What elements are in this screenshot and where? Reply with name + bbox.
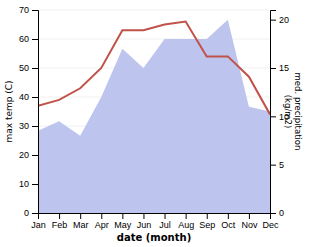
y-tick: 0 bbox=[24, 208, 38, 218]
x-tick-mark bbox=[122, 213, 123, 219]
x-tick: Dec bbox=[262, 213, 279, 230]
plot: JanFebMarAprMayJunJulAugSepOctNovDec0102… bbox=[4, 5, 303, 243]
grid bbox=[38, 10, 270, 213]
y-tick-label: 20 bbox=[19, 150, 29, 160]
y-axis-title: max temp (C) bbox=[4, 80, 14, 142]
y-tick-label: 60 bbox=[19, 34, 29, 44]
y-tick-mark bbox=[32, 97, 38, 98]
y-tick: 10 bbox=[19, 179, 38, 189]
x-tick: Sep bbox=[199, 213, 215, 230]
y-tick-label: 0 bbox=[24, 208, 29, 218]
x-tick-label: May bbox=[114, 220, 132, 230]
x-tick: Mar bbox=[73, 213, 89, 230]
y2-tick-mark bbox=[270, 116, 276, 117]
line bbox=[38, 22, 270, 115]
x-tick-mark bbox=[186, 213, 187, 219]
y2-axis-line bbox=[271, 11, 277, 214]
x-axis-title: date (month) bbox=[117, 232, 191, 243]
y2-tick-label: 0 bbox=[279, 208, 284, 218]
x-tick-mark bbox=[165, 213, 166, 219]
y-tick-mark bbox=[32, 68, 38, 69]
chart: JanFebMarAprMayJunJulAugSepOctNovDec0102… bbox=[0, 0, 318, 247]
y2-tick-label: 20 bbox=[279, 15, 289, 25]
y-axis: 0 10 20 30 40 50 60 70 bbox=[19, 5, 39, 218]
y2-tick-mark bbox=[270, 165, 276, 166]
y-tick-label: 50 bbox=[19, 63, 29, 73]
grid-line bbox=[38, 10, 270, 11]
x-tick-label: Feb bbox=[52, 220, 68, 230]
y2-tick-label: 15 bbox=[279, 63, 289, 73]
x-tick: Nov bbox=[241, 213, 258, 230]
y-axis-line bbox=[32, 11, 39, 214]
y2-tick: 5 bbox=[270, 160, 284, 170]
y-tick-mark bbox=[32, 213, 38, 214]
x-axis: Jan Feb Mar Apr May Jun Jul Aug Sep Oct Nov Dec bbox=[31, 213, 279, 230]
y-tick-mark bbox=[32, 10, 38, 11]
area bbox=[38, 20, 270, 213]
y2-tick-mark bbox=[270, 68, 276, 69]
y-tick: 50 bbox=[19, 63, 38, 73]
y2-axis-title-line: med. precipitation bbox=[293, 73, 303, 151]
x-tick-label: Apr bbox=[95, 220, 109, 230]
grid-line bbox=[38, 39, 270, 40]
x-tick-mark bbox=[101, 213, 102, 219]
y-tick-mark bbox=[32, 184, 38, 185]
y-tick: 40 bbox=[19, 92, 38, 102]
x-tick-mark bbox=[80, 213, 81, 219]
x-tick-label: Dec bbox=[262, 220, 279, 230]
y2-tick-mark bbox=[270, 213, 276, 214]
x-tick: Jun bbox=[137, 213, 152, 230]
y-tick: 30 bbox=[19, 121, 38, 131]
y2-tick: 15 bbox=[270, 63, 289, 73]
x-tick-label: Mar bbox=[73, 220, 89, 230]
x-tick: Jan bbox=[31, 213, 46, 230]
x-tick: Feb bbox=[52, 213, 68, 230]
x-tick-label: Sep bbox=[199, 220, 215, 230]
x-tick: Aug bbox=[178, 213, 194, 230]
x-tick-mark bbox=[249, 213, 250, 219]
x-tick: May bbox=[114, 213, 132, 230]
x-tick: Apr bbox=[95, 213, 109, 230]
y-tick-label: 10 bbox=[19, 179, 29, 189]
y-tick: 20 bbox=[19, 150, 38, 160]
y-tick: 70 bbox=[19, 5, 38, 15]
x-tick: Jul bbox=[159, 213, 171, 230]
x-tick-label: Jul bbox=[159, 220, 171, 230]
x-tick: Oct bbox=[221, 213, 236, 230]
y2-axis-title-line: (kg/m2) bbox=[283, 95, 293, 129]
y-tick-label: 70 bbox=[19, 5, 29, 15]
x-tick-mark bbox=[59, 213, 60, 219]
y2-tick-mark bbox=[270, 20, 276, 21]
x-tick-mark bbox=[207, 213, 208, 219]
y-tick-mark bbox=[32, 155, 38, 156]
y2-tick-label: 5 bbox=[279, 160, 284, 170]
x-tick-label: Nov bbox=[241, 220, 258, 230]
x-tick-mark bbox=[143, 213, 144, 219]
y2-axis-title: med. precipitation(kg/m2) bbox=[283, 73, 303, 151]
x-tick-mark bbox=[228, 213, 229, 219]
y-tick-label: 30 bbox=[19, 121, 29, 131]
y2-tick: 0 bbox=[270, 208, 284, 218]
y-tick-label: 40 bbox=[19, 92, 29, 102]
marks bbox=[38, 20, 270, 213]
x-tick-label: Jun bbox=[137, 220, 152, 230]
y2-tick: 20 bbox=[270, 15, 289, 25]
y-tick-mark bbox=[32, 39, 38, 40]
x-tick-label: Oct bbox=[221, 220, 236, 230]
y-tick: 60 bbox=[19, 34, 38, 44]
x-axis-line bbox=[39, 214, 271, 220]
y-tick-mark bbox=[32, 126, 38, 127]
x-tick-label: Jan bbox=[31, 220, 46, 230]
x-tick-label: Aug bbox=[178, 220, 194, 230]
